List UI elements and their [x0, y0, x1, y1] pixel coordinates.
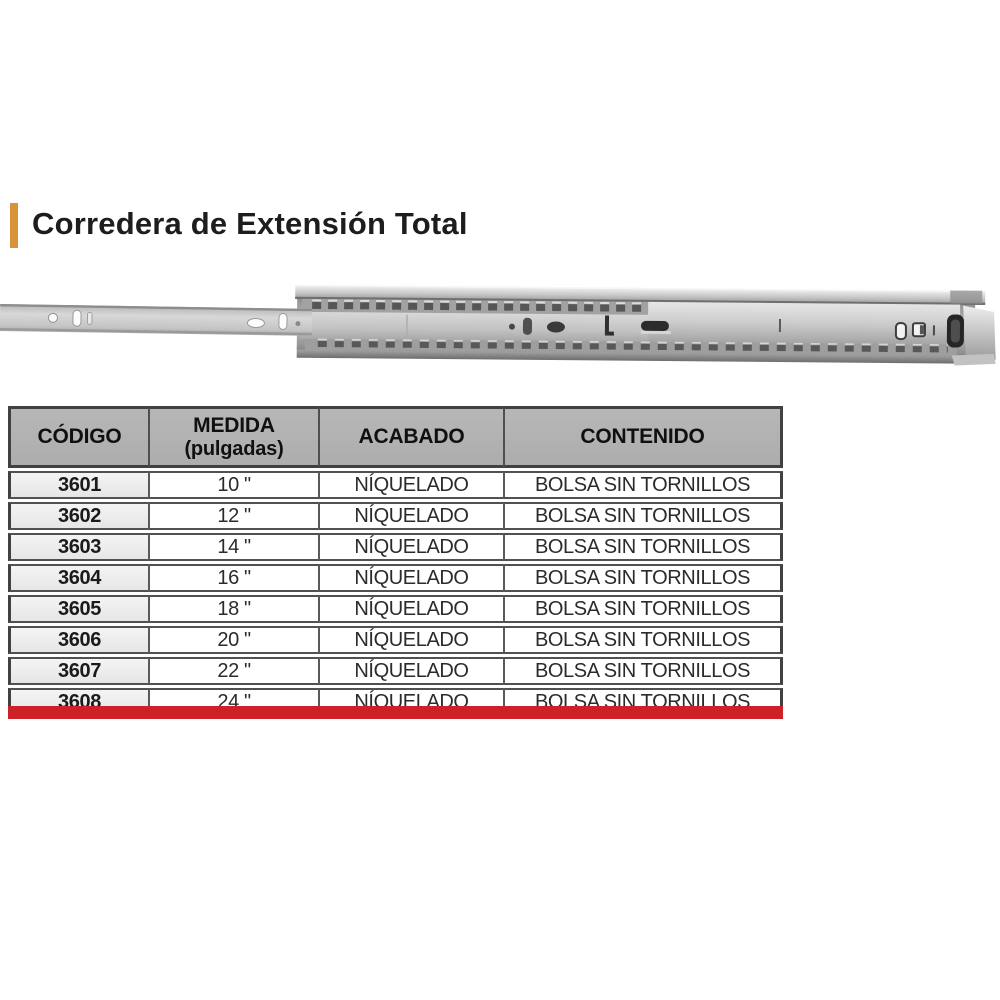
cell-codigo: 3607	[8, 657, 148, 685]
cell-codigo: 3603	[8, 533, 148, 561]
product-image	[0, 276, 1000, 371]
table-body: 3601 10 " NÍQUELADO BOLSA SIN TORNILLOS …	[8, 471, 783, 716]
cell-acabado: NÍQUELADO	[318, 595, 503, 623]
inner-rail	[0, 304, 313, 336]
cell-contenido: BOLSA SIN TORNILLOS	[503, 502, 783, 530]
cell-contenido: BOLSA SIN TORNILLOS	[503, 626, 783, 654]
cell-medida: 16 "	[148, 564, 318, 592]
cell-acabado: NÍQUELADO	[318, 626, 503, 654]
cell-medida: 22 "	[148, 657, 318, 685]
cell-acabado: NÍQUELADO	[318, 471, 503, 499]
table-row: 3604 16 " NÍQUELADO BOLSA SIN TORNILLOS	[8, 564, 783, 592]
col-header-acabado: ACABADO	[318, 406, 503, 468]
cell-contenido: BOLSA SIN TORNILLOS	[503, 471, 783, 499]
page-title: Corredera de Extensión Total	[32, 206, 468, 241]
col-header-contenido: CONTENIDO	[503, 406, 783, 468]
cell-medida: 10 "	[148, 471, 318, 499]
outer-rail	[295, 284, 987, 364]
section-header: Corredera de Extensión Total	[10, 203, 468, 248]
cell-codigo: 3605	[8, 595, 148, 623]
cell-acabado: NÍQUELADO	[318, 564, 503, 592]
table-row: 3601 10 " NÍQUELADO BOLSA SIN TORNILLOS	[8, 471, 783, 499]
cell-contenido: BOLSA SIN TORNILLOS	[503, 657, 783, 685]
header-row: CÓDIGO MEDIDA (pulgadas) ACABADO CONTENI…	[8, 406, 783, 468]
cell-acabado: NÍQUELADO	[318, 657, 503, 685]
table-row: 3605 18 " NÍQUELADO BOLSA SIN TORNILLOS	[8, 595, 783, 623]
cell-contenido: BOLSA SIN TORNILLOS	[503, 595, 783, 623]
table-row: 3606 20 " NÍQUELADO BOLSA SIN TORNILLOS	[8, 626, 783, 654]
col-header-codigo: CÓDIGO	[8, 406, 148, 468]
red-divider-bar	[8, 706, 783, 719]
table-row: 3607 22 " NÍQUELADO BOLSA SIN TORNILLOS	[8, 657, 783, 685]
table-header: CÓDIGO MEDIDA (pulgadas) ACABADO CONTENI…	[8, 406, 783, 468]
cell-codigo: 3604	[8, 564, 148, 592]
spec-table: CÓDIGO MEDIDA (pulgadas) ACABADO CONTENI…	[8, 403, 783, 719]
orange-accent-bar	[10, 203, 18, 248]
cell-codigo: 3601	[8, 471, 148, 499]
cell-medida: 20 "	[148, 626, 318, 654]
cell-medida: 12 "	[148, 502, 318, 530]
rail-end-cap	[946, 305, 996, 366]
cell-contenido: BOLSA SIN TORNILLOS	[503, 564, 783, 592]
cell-codigo: 3602	[8, 502, 148, 530]
rail-detail-marks	[406, 314, 935, 341]
cell-acabado: NÍQUELADO	[318, 502, 503, 530]
col-header-medida-label: MEDIDA	[193, 414, 275, 438]
drawer-slide-illustration	[0, 284, 996, 366]
cell-contenido: BOLSA SIN TORNILLOS	[503, 533, 783, 561]
col-header-medida-sublabel: (pulgadas)	[184, 437, 284, 460]
cell-acabado: NÍQUELADO	[318, 533, 503, 561]
cell-medida: 18 "	[148, 595, 318, 623]
cell-codigo: 3606	[8, 626, 148, 654]
table-row: 3603 14 " NÍQUELADO BOLSA SIN TORNILLOS	[8, 533, 783, 561]
cell-medida: 14 "	[148, 533, 318, 561]
col-header-medida: MEDIDA (pulgadas)	[148, 406, 318, 468]
table-row: 3602 12 " NÍQUELADO BOLSA SIN TORNILLOS	[8, 502, 783, 530]
